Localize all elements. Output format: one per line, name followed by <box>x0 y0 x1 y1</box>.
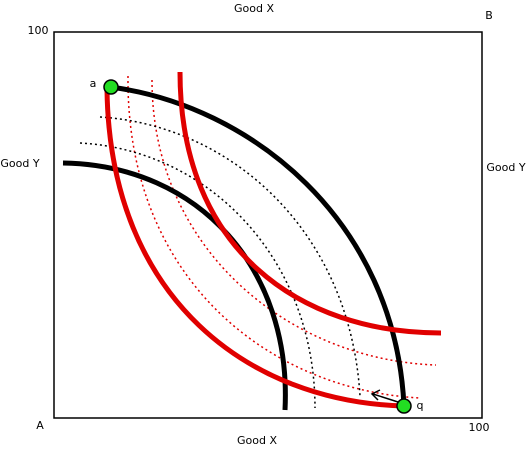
bottom-axis-label: Good X <box>237 434 277 447</box>
top-left-max-label: 100 <box>28 24 49 37</box>
black-dotted-curve <box>79 142 316 409</box>
point-q-label: q <box>417 399 424 412</box>
point-a-label: a <box>90 77 97 90</box>
red-curve <box>104 89 405 409</box>
bottom-right-max-label: 100 <box>469 421 490 434</box>
black-dotted-curve <box>99 116 361 397</box>
red-dotted-curve <box>151 79 437 366</box>
right-axis-label: Good Y <box>486 161 525 174</box>
arrow-head <box>370 389 381 401</box>
corner-a-label: A <box>36 419 44 432</box>
top-axis-label: Good X <box>234 2 274 15</box>
point-q-marker <box>396 398 412 414</box>
arrow-shaft <box>372 393 399 403</box>
indifference-curves <box>62 71 442 411</box>
arrow <box>370 389 399 403</box>
red-dotted-curve <box>127 75 421 399</box>
black-curve <box>62 160 288 411</box>
corner-b-label: B <box>485 9 493 22</box>
black-curve <box>109 84 407 407</box>
box-frame <box>53 31 483 419</box>
dotted-curves <box>79 75 437 409</box>
point-a-marker <box>103 79 119 95</box>
left-axis-label: Good Y <box>0 157 39 170</box>
red-curve <box>177 71 442 336</box>
